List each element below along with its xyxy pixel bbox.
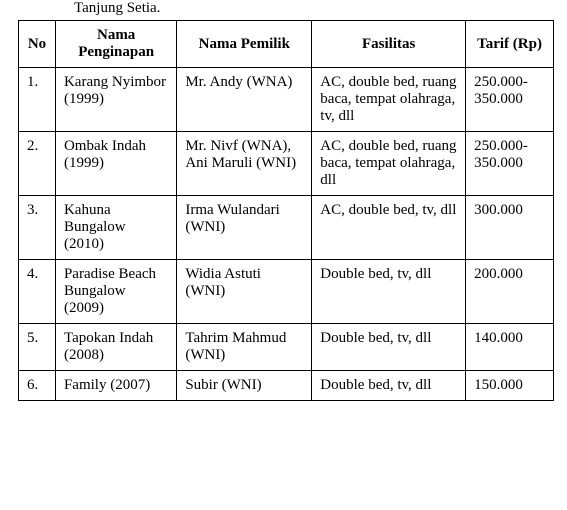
cell-no: 6.: [19, 371, 56, 401]
table-row: 5. Tapokan Indah (2008) Tahrim Mahmud (W…: [19, 324, 554, 371]
cell-nama-penginapan: Ombak Indah (1999): [55, 132, 176, 196]
cell-nama-penginapan: Family (2007): [55, 371, 176, 401]
table-row: 3. Kahuna Bungalow (2010) Irma Wulandari…: [19, 196, 554, 260]
cell-tarif: 140.000: [466, 324, 554, 371]
cell-fasilitas: AC, double bed, ruang baca, tempat olahr…: [312, 132, 466, 196]
cell-tarif: 200.000: [466, 260, 554, 324]
table-row: 6. Family (2007) Subir (WNI) Double bed,…: [19, 371, 554, 401]
cell-nama-pemilik: Subir (WNI): [177, 371, 312, 401]
cell-tarif: 150.000: [466, 371, 554, 401]
table-caption: Tanjung Setia.: [74, 0, 160, 17]
table-row: 1. Karang Nyimbor (1999) Mr. Andy (WNA) …: [19, 68, 554, 132]
cell-tarif: 300.000: [466, 196, 554, 260]
header-nama-pemilik: Nama Pemilik: [177, 21, 312, 68]
table-header-row: No Nama Penginapan Nama Pemilik Fasilita…: [19, 21, 554, 68]
cell-tarif: 250.000-350.000: [466, 132, 554, 196]
cell-fasilitas: Double bed, tv, dll: [312, 260, 466, 324]
cell-fasilitas: AC, double bed, ruang baca, tempat olahr…: [312, 68, 466, 132]
cell-no: 2.: [19, 132, 56, 196]
cell-nama-pemilik: Tahrim Mahmud (WNI): [177, 324, 312, 371]
data-table: No Nama Penginapan Nama Pemilik Fasilita…: [18, 20, 554, 401]
cell-nama-pemilik: Widia Astuti (WNI): [177, 260, 312, 324]
cell-fasilitas: AC, double bed, tv, dll: [312, 196, 466, 260]
table-row: 4. Paradise Beach Bungalow (2009) Widia …: [19, 260, 554, 324]
cell-nama-penginapan: Tapokan Indah (2008): [55, 324, 176, 371]
header-no: No: [19, 21, 56, 68]
cell-no: 1.: [19, 68, 56, 132]
cell-fasilitas: Double bed, tv, dll: [312, 371, 466, 401]
cell-no: 3.: [19, 196, 56, 260]
cell-nama-penginapan: Paradise Beach Bungalow (2009): [55, 260, 176, 324]
cell-nama-penginapan: Karang Nyimbor (1999): [55, 68, 176, 132]
cell-nama-penginapan: Kahuna Bungalow (2010): [55, 196, 176, 260]
cell-no: 4.: [19, 260, 56, 324]
cell-fasilitas: Double bed, tv, dll: [312, 324, 466, 371]
table-row: 2. Ombak Indah (1999) Mr. Nivf (WNA), An…: [19, 132, 554, 196]
cell-nama-pemilik: Mr. Andy (WNA): [177, 68, 312, 132]
header-nama-penginapan: Nama Penginapan: [55, 21, 176, 68]
header-tarif: Tarif (Rp): [466, 21, 554, 68]
cell-tarif: 250.000-350.000: [466, 68, 554, 132]
cell-no: 5.: [19, 324, 56, 371]
cell-nama-pemilik: Mr. Nivf (WNA), Ani Maruli (WNI): [177, 132, 312, 196]
header-fasilitas: Fasilitas: [312, 21, 466, 68]
cell-nama-pemilik: Irma Wulandari (WNI): [177, 196, 312, 260]
